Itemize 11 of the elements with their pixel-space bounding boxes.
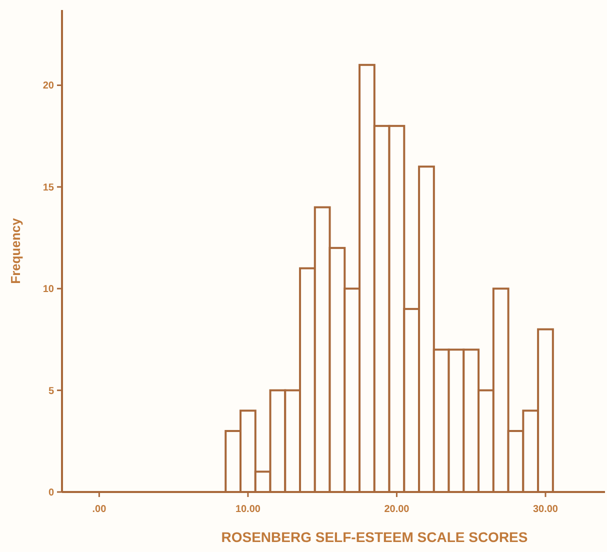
x-tick-label: 10.00 <box>235 504 261 515</box>
x-axis-title: ROSENBERG SELF-ESTEEM SCALE SCORES <box>221 529 528 545</box>
y-tick-label: 0 <box>48 488 54 498</box>
y-tick-label: 20 <box>42 80 54 92</box>
y-tick-label: 5 <box>48 386 54 397</box>
x-tick-label: 30.00 <box>532 504 558 515</box>
y-tick-label: 15 <box>42 182 54 194</box>
y-tick-label: 10 <box>42 284 54 296</box>
y-axis-title: Frequency <box>8 217 23 284</box>
x-tick-label: .00 <box>92 504 107 515</box>
x-tick-label: 20.00 <box>384 504 410 515</box>
